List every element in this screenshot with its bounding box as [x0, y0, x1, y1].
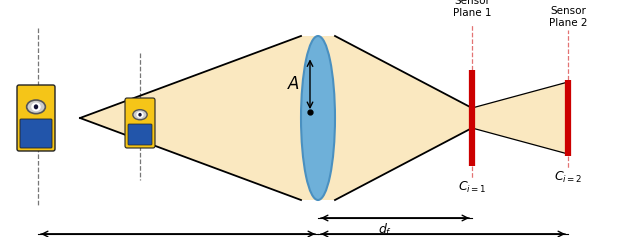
Ellipse shape	[136, 111, 143, 118]
Ellipse shape	[31, 102, 41, 111]
Text: Sensor
Plane 1: Sensor Plane 1	[452, 0, 492, 18]
Ellipse shape	[138, 113, 141, 117]
FancyBboxPatch shape	[20, 119, 52, 148]
Text: $A$: $A$	[287, 75, 301, 93]
Ellipse shape	[34, 104, 38, 109]
Ellipse shape	[301, 36, 335, 200]
FancyBboxPatch shape	[125, 98, 155, 148]
Text: $C_{i=1}$: $C_{i=1}$	[458, 180, 486, 195]
Polygon shape	[80, 36, 568, 200]
Text: Sensor
Plane 2: Sensor Plane 2	[548, 6, 588, 28]
Text: $\ast$: $\ast$	[314, 235, 323, 237]
Text: $d_f$: $d_f$	[378, 222, 392, 237]
FancyBboxPatch shape	[128, 124, 152, 145]
Ellipse shape	[133, 110, 147, 120]
FancyBboxPatch shape	[17, 85, 55, 151]
Text: $C_{i=2}$: $C_{i=2}$	[554, 170, 582, 185]
Ellipse shape	[27, 100, 45, 114]
